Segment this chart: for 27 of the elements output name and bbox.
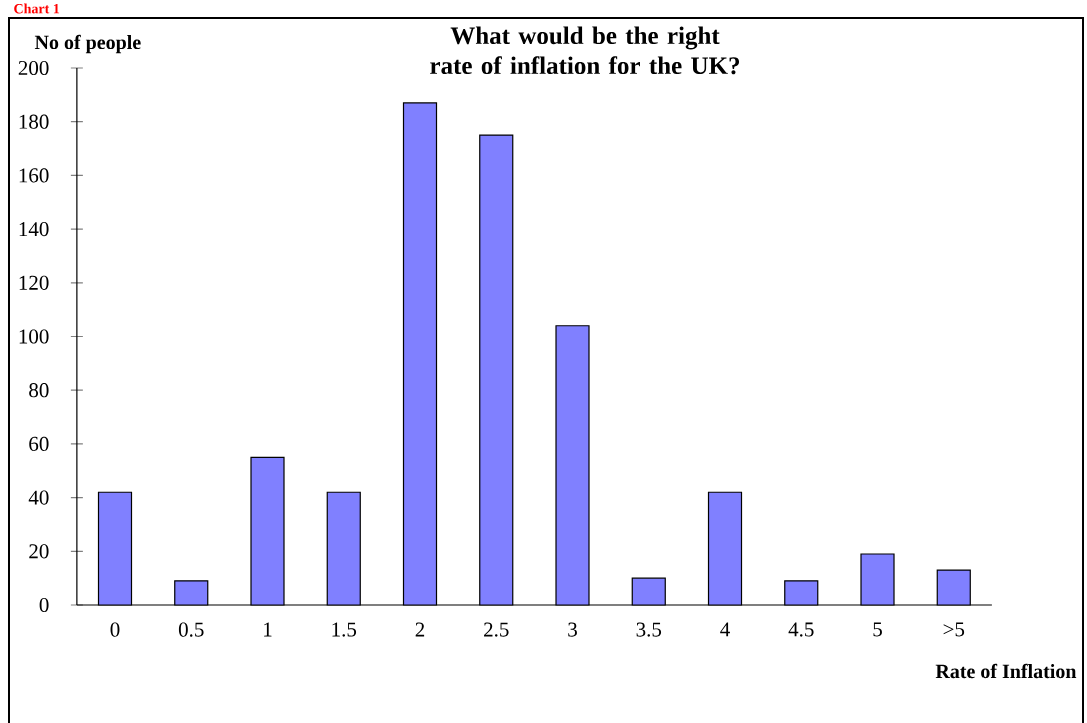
y-axis-title: No of people [34,34,141,54]
y-tick-label: 200 [18,60,49,76]
y-tick-label: 0 [39,597,49,613]
y-tick-label: 140 [19,222,49,237]
y-tick-label: 40 [28,490,49,505]
y-tick-label: 120 [19,275,49,290]
chart-title: What would be the right rate of inflation for the UK? [430,26,740,75]
x-tick-label: 1 [264,622,272,637]
y-tick-label: 80 [29,383,49,398]
x-tick-label: 2.5 [484,622,509,637]
x-tick-label: >5 [943,622,965,637]
x-tick-label: 2 [415,622,425,637]
y-tick-label: 20 [29,544,49,559]
x-tick-label: 4.5 [788,622,814,637]
x-tick-label: 1.5 [332,622,357,637]
y-tick-label: 160 [19,168,49,183]
x-axis-title: Rate of Inflation [935,663,1077,679]
caption: Chart 1 [14,3,60,14]
x-tick-label: 5 [873,622,882,637]
x-tick-label: 3.5 [636,622,662,637]
y-tick-label: 60 [29,436,49,451]
y-tick-label: 180 [19,114,49,129]
y-tick-label: 100 [19,329,49,344]
x-tick-label: 0.5 [178,622,204,637]
x-tick-label: 0 [110,622,120,637]
x-tick-label: 3 [568,622,577,637]
x-tick-label: 4 [720,622,730,637]
